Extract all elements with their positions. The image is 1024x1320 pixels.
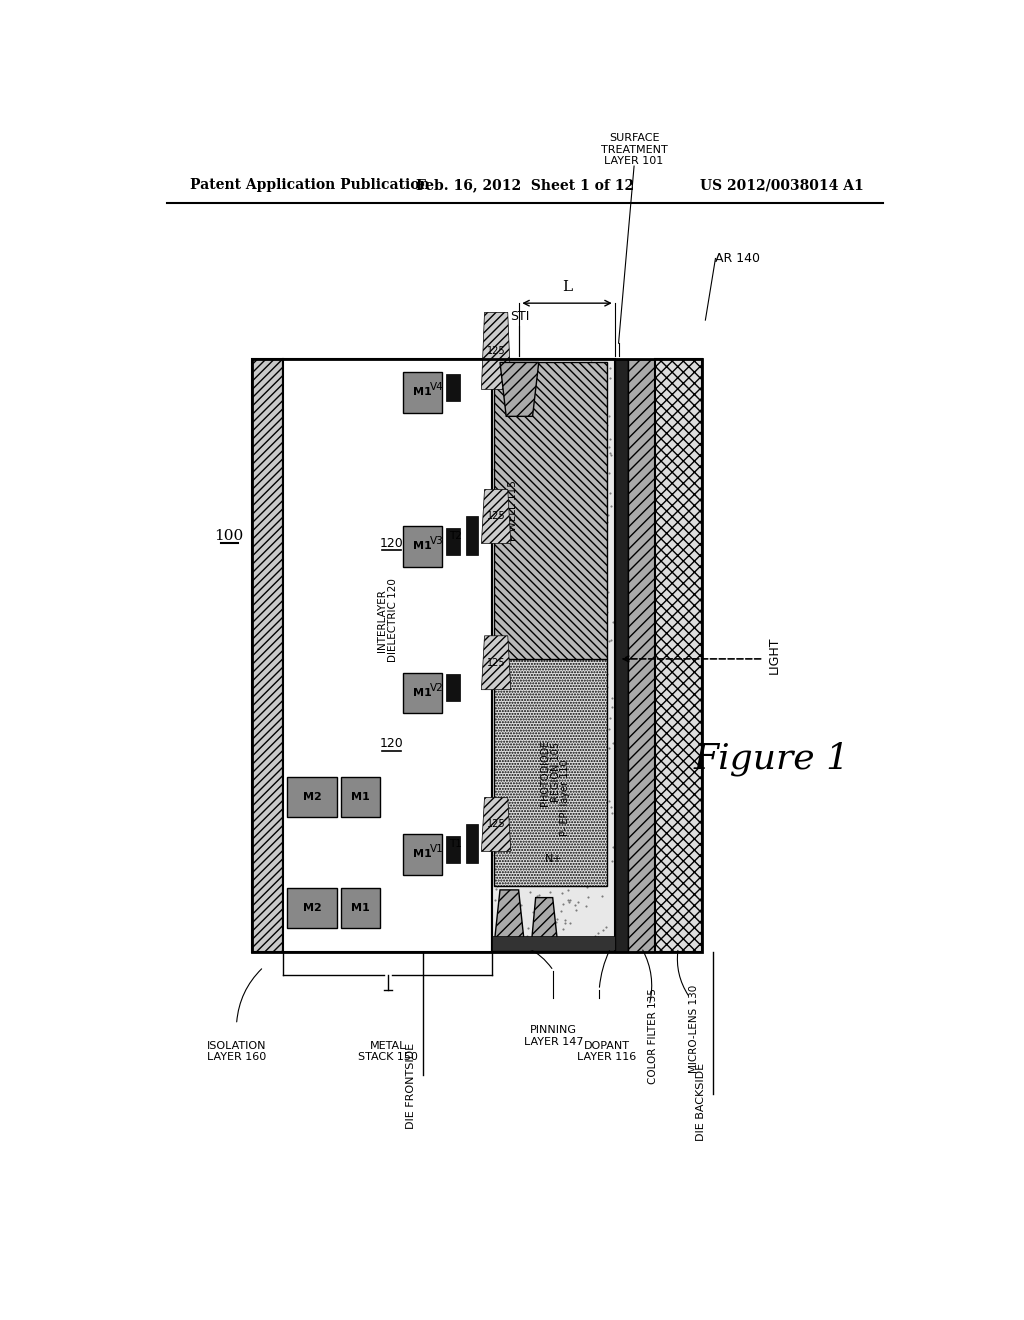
Text: 125: 125 [486,511,506,521]
Bar [287,776,337,817]
Text: 125: 125 [486,346,506,356]
Text: STI: STI [510,310,529,323]
Text: US 2012/0038014 A1: US 2012/0038014 A1 [700,178,864,193]
Text: METAL
STACK 150: METAL STACK 150 [357,1040,418,1063]
Polygon shape [494,890,524,948]
Bar [628,359,655,952]
Polygon shape [481,490,511,544]
Text: M1: M1 [413,541,432,552]
Text: LIGHT: LIGHT [767,636,780,673]
Bar [445,374,460,401]
Text: PINNING
LAYER 147: PINNING LAYER 147 [523,1026,584,1047]
Text: M2: M2 [303,792,322,801]
Bar [403,527,442,566]
Text: SURFACE
TREATMENT
LAYER 101: SURFACE TREATMENT LAYER 101 [601,133,668,166]
Bar [466,516,478,554]
Bar [287,888,337,928]
Bar [341,888,380,928]
Text: MICRO-LENS 130: MICRO-LENS 130 [689,985,698,1073]
Text: P+: P+ [500,931,513,939]
Text: PHOTODIODE
REGION 105: PHOTODIODE REGION 105 [540,739,561,805]
Bar [614,359,628,952]
Bar [341,776,380,817]
Text: 120: 120 [380,537,403,550]
Text: ISOLATION
LAYER 160: ISOLATION LAYER 160 [207,1040,266,1063]
Text: M2: M2 [303,903,322,913]
Text: N+: N+ [546,854,563,865]
Text: Figure 1: Figure 1 [693,742,849,776]
Text: 100: 100 [214,529,244,544]
Text: P WELL 115: P WELL 115 [508,480,518,541]
Text: INTERLAYER
DIELECTRIC 120: INTERLAYER DIELECTRIC 120 [377,578,398,663]
Bar [252,359,283,952]
Polygon shape [481,636,511,689]
Bar [493,936,614,950]
Polygon shape [481,313,511,389]
Polygon shape [500,363,539,416]
Text: V3: V3 [430,536,443,546]
Text: AR 140: AR 140 [716,252,761,265]
Bar [445,528,460,554]
Text: Patent Application Publication: Patent Application Publication [190,178,430,193]
Text: M1: M1 [413,688,432,698]
Text: T2: T2 [450,531,462,541]
Bar [466,825,478,863]
Text: DIE FRONTSIDE: DIE FRONTSIDE [406,1043,416,1130]
Bar [493,359,614,952]
Text: M1: M1 [413,850,432,859]
Text: DOPANT
LAYER 116: DOPANT LAYER 116 [578,1040,637,1063]
Bar [403,834,442,875]
Text: 125: 125 [486,657,506,668]
Bar [655,359,701,952]
Text: P- EPI layer 110: P- EPI layer 110 [560,759,570,836]
Text: M1: M1 [413,388,432,397]
Bar [403,372,442,412]
Bar [445,836,460,863]
Bar [494,363,607,659]
Text: M1: M1 [351,903,370,913]
Text: COLOR FILTER 135: COLOR FILTER 135 [648,989,658,1084]
Bar [283,359,493,952]
Text: 120: 120 [380,737,403,750]
Text: V1: V1 [430,845,443,854]
Polygon shape [481,797,511,851]
Text: M1: M1 [351,792,370,801]
Text: L: L [562,280,572,294]
Text: Feb. 16, 2012  Sheet 1 of 12: Feb. 16, 2012 Sheet 1 of 12 [416,178,634,193]
Text: 125: 125 [486,820,506,829]
Text: DIE BACKSIDE: DIE BACKSIDE [696,1063,707,1140]
Bar [403,673,442,713]
Text: V2: V2 [430,682,443,693]
Bar [445,675,460,701]
Bar [252,359,701,952]
Text: V4: V4 [430,383,443,392]
Polygon shape [531,898,558,948]
Bar [494,659,607,886]
Text: T1: T1 [450,838,462,849]
